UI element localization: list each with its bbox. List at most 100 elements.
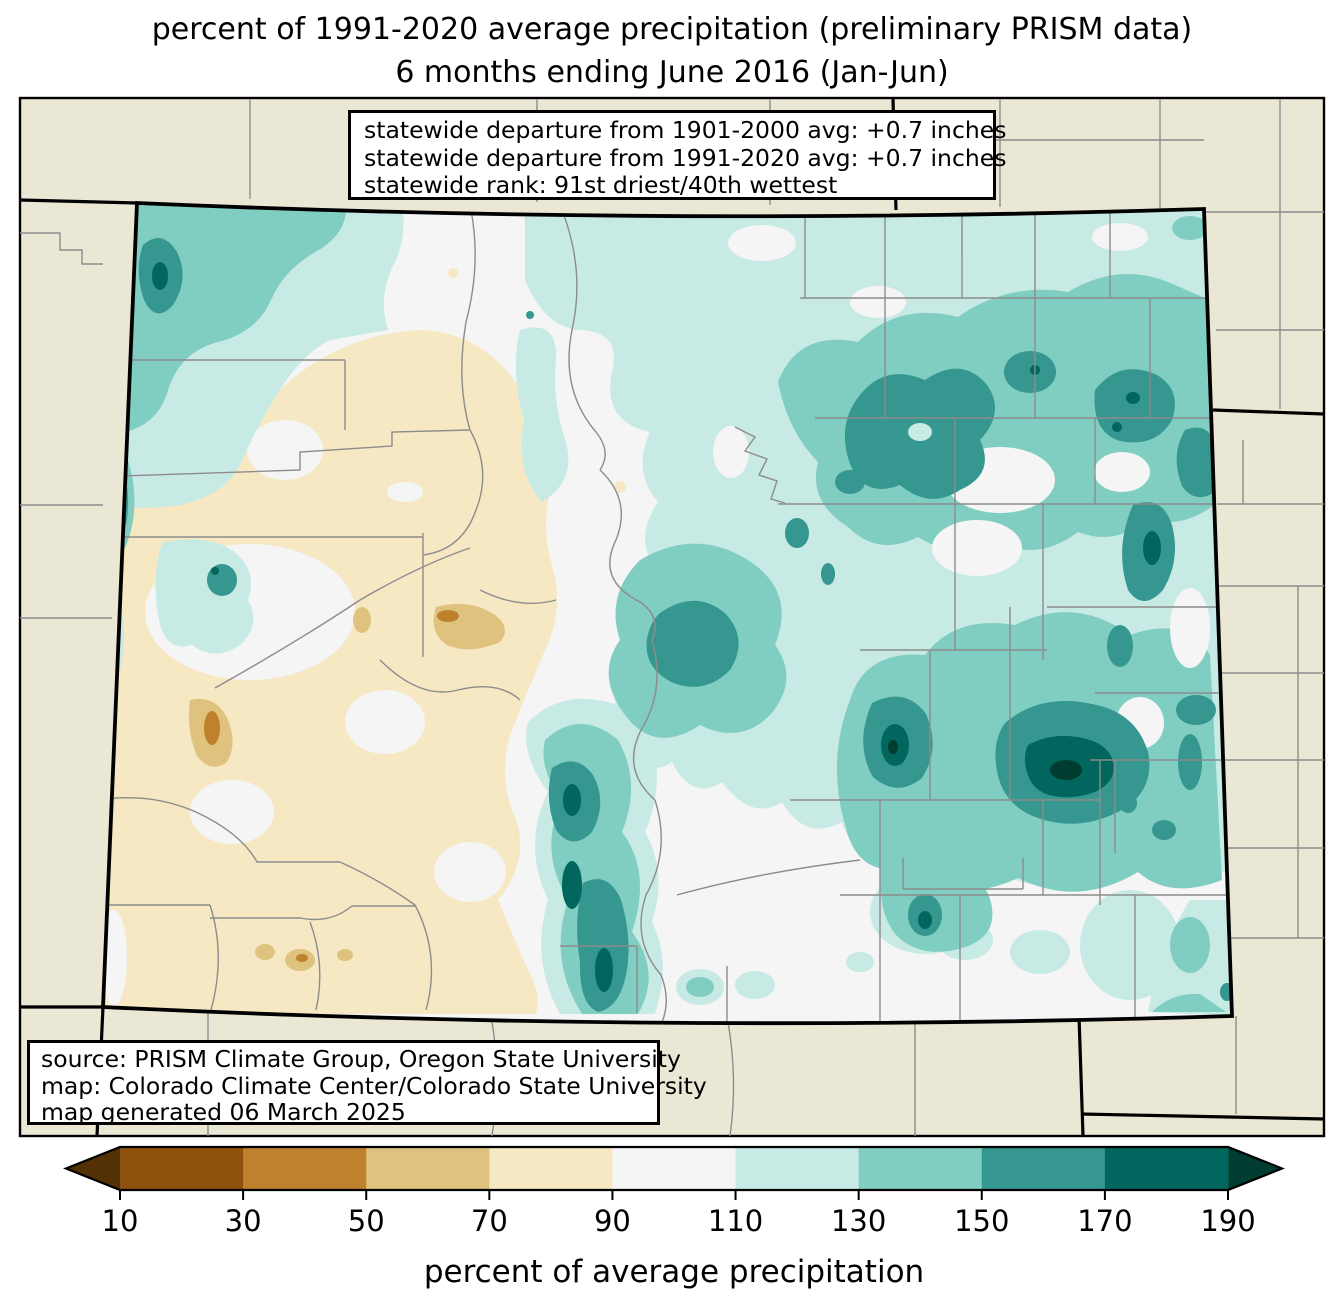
contour-region-p130_150 bbox=[1152, 993, 1226, 1012]
colorbar-tick-label: 30 bbox=[225, 1204, 262, 1238]
county-line bbox=[209, 904, 219, 1011]
contour-region-p110_130 bbox=[155, 539, 254, 654]
contour-region-p90_110 bbox=[434, 842, 506, 902]
county-line bbox=[379, 659, 521, 701]
title-line-1: percent of 1991-2020 average precipitati… bbox=[151, 12, 1193, 47]
contour-region-p90_110 bbox=[1092, 223, 1148, 251]
county-line bbox=[461, 204, 476, 431]
contour-region-p90_110 bbox=[713, 426, 749, 478]
neighbor-county-line bbox=[727, 1021, 735, 1137]
colorbar-tick-label: 70 bbox=[471, 1204, 508, 1238]
county-line bbox=[214, 547, 471, 689]
contour-region-p150_170 bbox=[1107, 625, 1133, 667]
contour-region-p110_130 bbox=[846, 952, 874, 972]
colorbar-segment bbox=[735, 1147, 860, 1190]
precip-contours bbox=[103, 203, 1232, 1024]
title-line-2: 6 months ending June 2016 (Jan-Jun) bbox=[395, 55, 949, 90]
contour-region-p130_150 bbox=[1172, 216, 1208, 240]
colorbar-segment bbox=[1104, 1147, 1229, 1190]
neighbor-county-lines bbox=[20, 99, 1324, 1137]
contour-region-p190plus bbox=[1050, 760, 1082, 780]
colorbar: 10 30 50 70 90 110 130 150 170 190 percent of ave… bbox=[63, 1145, 1285, 1290]
colorbar-ticks: 10 30 50 70 90 110 130 150 170 190 bbox=[102, 1190, 1256, 1238]
contour-region-p150_170 bbox=[646, 600, 739, 687]
county-line bbox=[479, 589, 557, 605]
colorbar-segment bbox=[981, 1147, 1106, 1190]
colorbar-segments bbox=[120, 1147, 1229, 1190]
contour-region-p130_150 bbox=[1170, 917, 1210, 973]
contour-region-p110_130 bbox=[1010, 930, 1070, 974]
contour-region-p150_170 bbox=[1004, 351, 1056, 393]
contour-region-p90_110 bbox=[1094, 452, 1150, 492]
contour-region-p150_170 bbox=[835, 470, 865, 494]
contour-region-p70_90 bbox=[448, 268, 458, 278]
county-line bbox=[121, 429, 471, 477]
county-line bbox=[676, 859, 861, 896]
contour-region-p170_190 bbox=[1143, 531, 1161, 565]
contour-region-p150_170 bbox=[1176, 427, 1218, 498]
source-box: source: PRISM Climate Group, Oregon Stat… bbox=[27, 1040, 707, 1125]
contour-region-p90_110 bbox=[728, 225, 796, 261]
neighbor-state-border bbox=[1077, 1015, 1085, 1137]
colorbar-tick-label: 90 bbox=[594, 1204, 631, 1238]
colorbar-tick-label: 150 bbox=[954, 1204, 1009, 1238]
colorbar-tick-label: 190 bbox=[1200, 1204, 1255, 1238]
contour-region-p150_170 bbox=[207, 564, 237, 596]
colorbar-tick-label: 50 bbox=[348, 1204, 385, 1238]
contour-region-p90_110 bbox=[247, 420, 323, 480]
colorbar-tick-label: 170 bbox=[1077, 1204, 1132, 1238]
contour-region-p30_50 bbox=[437, 610, 459, 622]
figure-title: percent of 1991-2020 average precipitati… bbox=[0, 8, 1344, 94]
contour-region-p110_130 bbox=[1080, 890, 1180, 1000]
county-line bbox=[640, 799, 667, 1023]
neighbor-state-border bbox=[1212, 408, 1325, 416]
county-line bbox=[422, 429, 484, 556]
contour-region-p150_170 bbox=[785, 518, 809, 548]
colorbar-tick-label: 130 bbox=[831, 1204, 886, 1238]
contour-region-p70_90 bbox=[614, 481, 626, 493]
county-line bbox=[559, 204, 606, 471]
contour-region-p110_130 bbox=[515, 327, 569, 502]
contour-region-p90_110 bbox=[387, 482, 423, 502]
contour-region-p70_90 bbox=[103, 330, 558, 1014]
contour-region-p170_190 bbox=[563, 784, 581, 816]
contour-region-p170_190 bbox=[1126, 392, 1140, 404]
neighbor-state-border bbox=[1080, 1112, 1325, 1121]
contour-region-p170_190 bbox=[152, 262, 168, 290]
contour-region-p110_130 bbox=[735, 971, 775, 999]
county-line bbox=[734, 426, 786, 504]
contour-region-p90_110 bbox=[850, 286, 906, 318]
contour-region-p50_70 bbox=[353, 607, 371, 633]
contour-region-p170_190 bbox=[562, 861, 582, 909]
contour-region-p50_70 bbox=[337, 949, 353, 961]
contour-region-p30_50 bbox=[296, 954, 308, 962]
colorbar-tick-label: 110 bbox=[708, 1204, 763, 1238]
county-line bbox=[599, 469, 656, 641]
contour-region-p30_50 bbox=[204, 711, 220, 745]
county-line bbox=[414, 904, 433, 1011]
contour-region-p150_170 bbox=[1178, 734, 1202, 790]
colorbar-tick-label: 10 bbox=[102, 1204, 139, 1238]
colorbar-arrows bbox=[66, 1147, 1282, 1190]
contour-region-p150_170 bbox=[821, 563, 835, 585]
contour-region-p150_170 bbox=[1094, 369, 1175, 443]
source-line: source: PRISM Climate Group, Oregon Stat… bbox=[41, 1045, 681, 1073]
neighbor-state-border bbox=[19, 198, 138, 205]
county-line bbox=[103, 797, 340, 863]
colorbar-segment bbox=[120, 1147, 244, 1190]
contour-region-p150_170 bbox=[1176, 695, 1216, 725]
contour-region-p90_110 bbox=[932, 520, 1022, 576]
contour-region-p150_170 bbox=[526, 311, 534, 319]
contour-region-p130_150 bbox=[686, 977, 714, 997]
stats-line-rank: statewide rank: 91st driest/40th wettest bbox=[364, 171, 838, 199]
colorbar-segment bbox=[612, 1147, 737, 1190]
county-line bbox=[210, 905, 415, 921]
stats-line-departure-1901: statewide departure from 1901-2000 avg: … bbox=[364, 116, 1007, 144]
county-line bbox=[309, 921, 321, 1011]
county-line bbox=[339, 861, 416, 906]
contour-region-p150_170 bbox=[1119, 793, 1137, 813]
colorbar-right-arrow bbox=[1228, 1147, 1282, 1190]
state-border bbox=[101, 201, 1234, 1026]
